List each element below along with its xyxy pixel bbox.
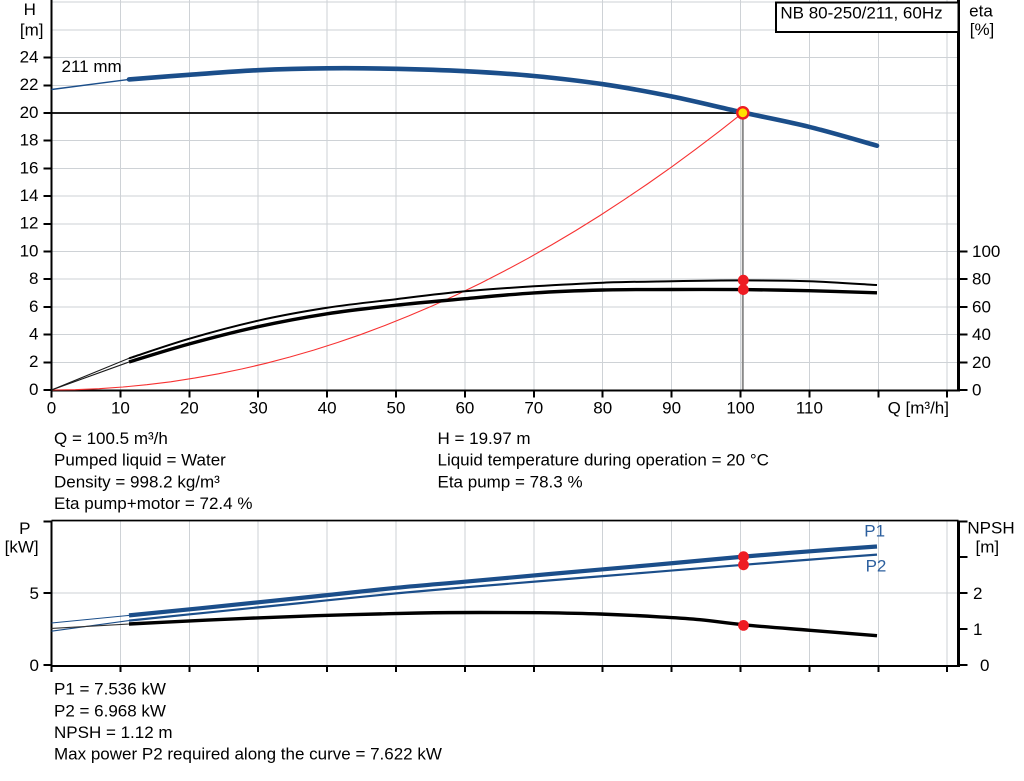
svg-text:80: 80 [593,398,612,417]
svg-text:10: 10 [111,398,130,417]
svg-text:Eta pump+motor = 72.4 %: Eta pump+motor = 72.4 % [54,494,252,513]
svg-text:6: 6 [29,297,38,316]
svg-text:H = 19.97 m: H = 19.97 m [438,429,531,448]
svg-text:[m]: [m] [975,538,999,557]
svg-text:50: 50 [387,398,406,417]
svg-text:Q [m³/h]: Q [m³/h] [888,398,949,417]
svg-text:24: 24 [20,48,39,67]
svg-text:40: 40 [972,325,991,344]
svg-text:20: 20 [972,353,991,372]
svg-text:H: H [24,0,36,19]
svg-text:Max power P2 required along th: Max power P2 required along the curve = … [54,745,442,764]
svg-text:12: 12 [20,214,39,233]
svg-text:100: 100 [972,242,1000,261]
svg-text:[%]: [%] [970,20,995,39]
svg-text:5: 5 [30,584,39,603]
svg-text:0: 0 [30,656,39,675]
svg-text:60: 60 [455,398,474,417]
svg-text:80: 80 [972,270,991,289]
svg-text:Liquid temperature during oper: Liquid temperature during operation = 20… [438,451,769,470]
svg-text:16: 16 [20,158,39,177]
svg-text:90: 90 [662,398,681,417]
svg-text:P2 = 6.968 kW: P2 = 6.968 kW [54,701,166,720]
svg-text:70: 70 [524,398,543,417]
svg-text:Q = 100.5 m³/h: Q = 100.5 m³/h [54,429,168,448]
svg-text:14: 14 [20,186,39,205]
svg-text:P1 = 7.536 kW: P1 = 7.536 kW [54,680,166,699]
svg-text:eta: eta [969,1,993,20]
svg-text:30: 30 [249,398,268,417]
svg-text:0: 0 [29,380,38,399]
svg-text:Eta pump = 78.3 %: Eta pump = 78.3 % [438,472,583,491]
svg-text:0: 0 [47,398,56,417]
svg-text:Density = 998.2 kg/m³: Density = 998.2 kg/m³ [54,472,220,491]
svg-text:2: 2 [29,352,38,371]
svg-text:P2: P2 [866,557,887,576]
svg-text:[m]: [m] [20,21,44,40]
svg-text:10: 10 [20,241,39,260]
svg-text:NPSH: NPSH [967,519,1014,538]
svg-text:[kW]: [kW] [5,537,39,556]
svg-text:NPSH = 1.12 m: NPSH = 1.12 m [54,723,173,742]
svg-text:22: 22 [20,75,39,94]
svg-text:18: 18 [20,131,39,150]
svg-text:P: P [19,519,30,538]
svg-text:1: 1 [973,620,982,639]
svg-text:P1: P1 [864,522,885,541]
svg-text:8: 8 [29,269,38,288]
svg-text:110: 110 [796,398,823,417]
svg-text:0: 0 [972,381,981,400]
svg-text:211 mm: 211 mm [62,57,122,76]
svg-text:40: 40 [318,398,337,417]
svg-text:4: 4 [29,325,38,344]
svg-text:0: 0 [980,656,989,675]
svg-text:100: 100 [726,398,754,417]
svg-text:20: 20 [180,398,199,417]
svg-text:20: 20 [20,103,39,122]
svg-text:60: 60 [972,297,991,316]
svg-text:NB 80-250/211, 60Hz: NB 80-250/211, 60Hz [780,4,942,23]
svg-text:2: 2 [973,584,982,603]
svg-text:Pumped liquid = Water: Pumped liquid = Water [54,451,226,470]
